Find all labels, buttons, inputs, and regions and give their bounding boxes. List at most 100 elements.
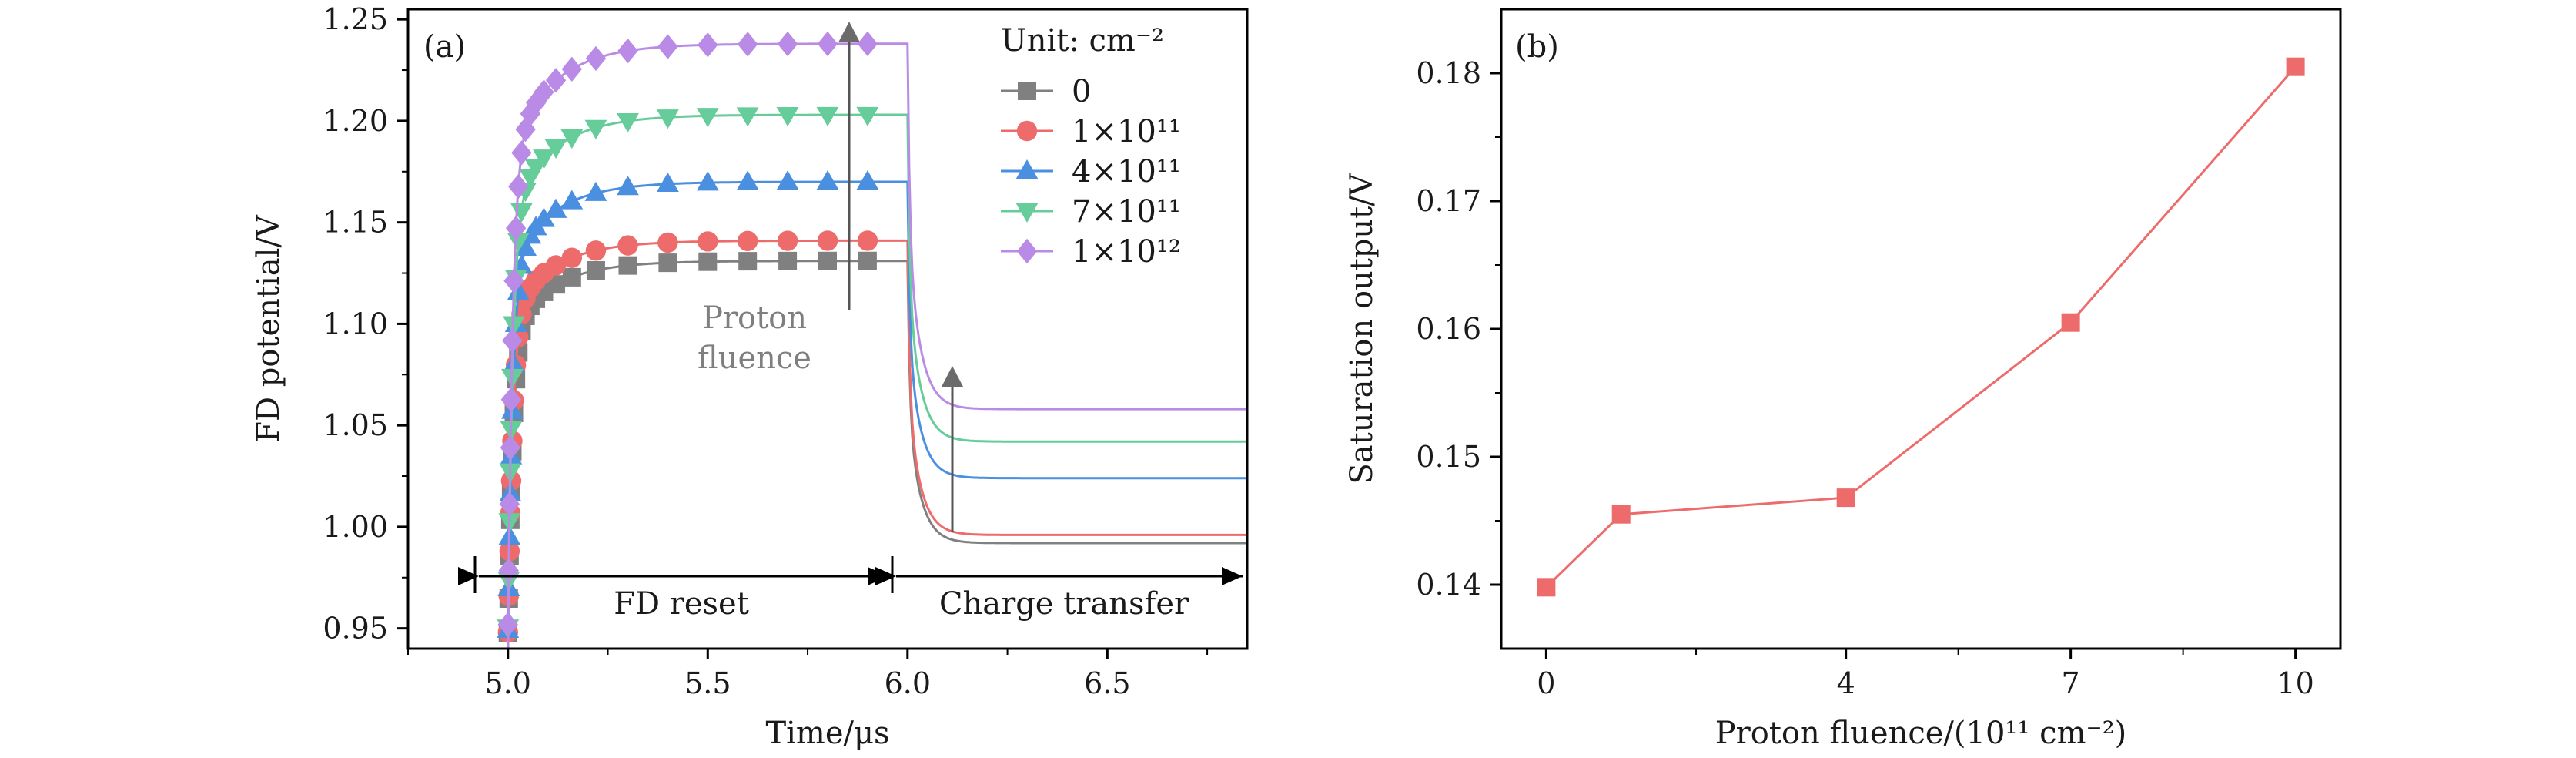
series-3-marker xyxy=(503,316,525,336)
series-4-marker xyxy=(698,32,718,58)
series-1-marker xyxy=(817,230,838,251)
fluence-arrowhead-reset xyxy=(838,22,860,42)
panel-b-y-tick-label: 0.17 xyxy=(1416,184,1481,218)
panel-a-y-axis-title: FD potential/V xyxy=(251,214,286,443)
panel-a-y-tick-label: 1.10 xyxy=(323,307,388,340)
series-4-marker xyxy=(497,612,518,637)
series-4-marker xyxy=(499,491,520,517)
fluence-arrowhead-transfer xyxy=(942,366,963,387)
panel-a-x-tick-label: 5.0 xyxy=(485,666,531,700)
panel-a-y-tick-label: 0.95 xyxy=(323,612,388,646)
series-4-marker xyxy=(777,31,798,57)
series-2-marker xyxy=(656,172,679,193)
panel-b-x-tick-label: 10 xyxy=(2277,666,2313,700)
series-1-marker xyxy=(777,230,798,251)
series-0-marker xyxy=(586,260,605,280)
panel-a-x-tick-label: 5.5 xyxy=(684,666,731,700)
series-4-marker xyxy=(817,31,838,57)
panel-b-x-tick-label: 7 xyxy=(2062,666,2080,700)
series-4-marker xyxy=(511,140,532,166)
series-4-marker xyxy=(508,173,529,200)
series-4-marker xyxy=(545,68,567,93)
series-1-marker xyxy=(585,240,607,261)
series-1-marker xyxy=(617,235,638,256)
panel-a-x-tick-label: 6.0 xyxy=(885,666,931,700)
series-4-marker xyxy=(503,268,524,293)
series-1-marker xyxy=(657,232,678,253)
series-4-marker xyxy=(585,45,607,72)
panel-b-x-tick-label: 0 xyxy=(1537,666,1555,700)
saturation-line xyxy=(1545,65,2297,589)
series-3-marker xyxy=(816,106,839,127)
series-2-marker xyxy=(617,176,639,196)
fd-reset-label: FD reset xyxy=(614,586,749,622)
series-2-marker xyxy=(856,169,879,190)
series-4-marker xyxy=(505,216,527,241)
series-1-marker xyxy=(561,247,583,268)
series-3-marker xyxy=(736,107,759,127)
series-4-marker xyxy=(857,31,878,57)
series-2-marker xyxy=(544,198,567,218)
series-3-marker xyxy=(560,129,584,149)
legend-title: Unit: cm⁻² xyxy=(1001,23,1164,59)
series-3-marker xyxy=(776,107,799,127)
panel-a-annotations: Proton fluence FD reset Charge transfer xyxy=(458,22,1243,622)
proton-fluence-label-line2: fluence xyxy=(698,340,811,376)
series-2-marker xyxy=(696,171,719,191)
saturation-point xyxy=(2061,313,2080,332)
saturation-point xyxy=(1537,578,1556,597)
series-3-marker xyxy=(617,112,639,133)
panel-a-legend: Unit: cm⁻² 0 1×10¹¹ 4×10¹¹ 7×10¹¹ 1×10¹² xyxy=(1001,23,1181,270)
series-4-marker xyxy=(534,79,554,105)
series-4-marker xyxy=(500,387,522,412)
series-2-marker xyxy=(736,170,759,190)
series-1-marker xyxy=(737,230,758,251)
series-2-marker xyxy=(514,236,537,256)
panel-b-x-tick-label: 4 xyxy=(1837,666,1855,700)
legend-entry-2: 4×10¹¹ xyxy=(1072,154,1181,190)
panel-b-x-axis-title: Proton fluence/(10¹¹ cm⁻²) xyxy=(1715,716,2127,751)
legend-entry-3: 7×10¹¹ xyxy=(1072,194,1181,230)
series-1-marker xyxy=(857,230,878,251)
panel-b-series xyxy=(1537,57,2305,597)
series-3-marker xyxy=(656,109,679,129)
panel-a-axes: 0.95 1.00 1.05 1.10 1.15 1.20 1.25 5.0 5.5 6.0 6.5 xyxy=(323,2,1209,700)
saturation-point xyxy=(2286,57,2305,76)
panel-a-y-tick-label: 1.25 xyxy=(323,2,388,36)
panel-b-y-tick-label: 0.16 xyxy=(1416,312,1481,346)
series-2-marker xyxy=(503,353,525,373)
series-4-marker xyxy=(502,327,523,354)
legend-entry-4: 1×10¹² xyxy=(1072,234,1181,270)
saturation-point xyxy=(1836,488,1855,508)
proton-fluence-label-line1: Proton xyxy=(702,300,807,336)
series-0-marker xyxy=(858,251,877,270)
panel-b-y-axis-title: Saturation output/V xyxy=(1344,173,1380,484)
series-4-marker xyxy=(657,34,678,59)
legend-swatch-marker-3 xyxy=(1015,203,1039,223)
panel-b-axes: 0.14 0.15 0.16 0.17 0.18 0 4 7 10 xyxy=(1416,56,2313,700)
series-0-marker xyxy=(698,252,718,271)
legend-swatch-marker-0 xyxy=(1018,82,1036,100)
series-3-marker xyxy=(533,149,555,169)
series-4-marker xyxy=(561,56,583,82)
series-0-marker xyxy=(778,251,798,270)
legend-swatch-marker-4 xyxy=(1016,238,1038,264)
series-2-marker xyxy=(560,190,584,210)
series-2-marker xyxy=(776,170,799,190)
panel-b-y-tick-label: 0.15 xyxy=(1416,440,1481,474)
series-4-marker xyxy=(500,434,521,461)
series-2-marker xyxy=(816,170,839,190)
panel-b-y-tick-label: 0.14 xyxy=(1416,568,1481,602)
series-1-marker xyxy=(545,255,567,276)
panel-a-y-tick-label: 1.05 xyxy=(323,408,388,442)
panel-b-y-tick-label: 0.18 xyxy=(1416,56,1481,90)
panel-a-y-tick-label: 1.15 xyxy=(323,206,388,240)
series-4-marker xyxy=(617,38,638,64)
series-4-marker xyxy=(515,116,536,143)
panel-b-frame xyxy=(1500,8,2342,650)
series-3-marker xyxy=(696,108,719,128)
panel-b: 0.14 0.15 0.16 0.17 0.18 0 4 7 10 (b) Proton flu… xyxy=(1344,8,2342,751)
series-4-marker xyxy=(525,90,547,116)
series-0-marker xyxy=(658,253,677,273)
series-3-marker xyxy=(507,233,530,253)
